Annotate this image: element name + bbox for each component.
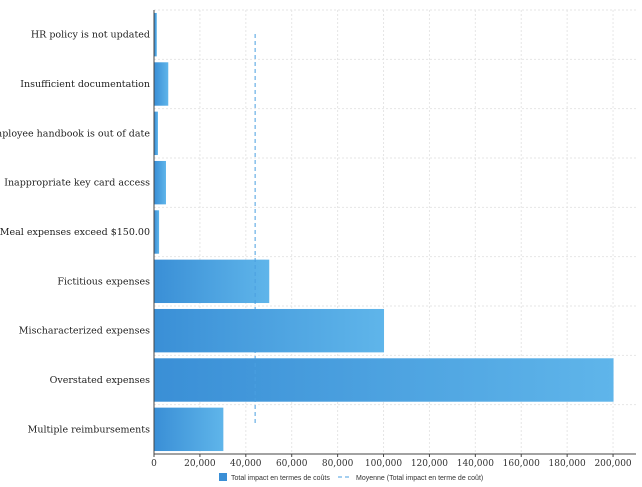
legend: Total impact en termes de coûts Moyenne … [219, 473, 483, 482]
legend-bar-swatch [219, 473, 227, 481]
bar [154, 12, 157, 57]
bar [154, 259, 270, 304]
x-tick-labels: 0 20,000 40,000 60,000 80,000 100,000 120,000 1… [151, 459, 632, 469]
category-label: Meal expenses exceed $150.00 [0, 227, 150, 238]
bar [154, 111, 158, 156]
category-label: Overstated expenses [50, 375, 151, 386]
x-tick-label: 200,000 [594, 459, 631, 469]
category-label: Inappropriate key card access [4, 178, 150, 189]
category-label: Insufficient documentation [20, 79, 150, 90]
x-tick-label: 0 [151, 459, 157, 469]
category-label: Fictitious expenses [57, 276, 150, 287]
category-label: HR policy is not updated [31, 30, 150, 41]
bar [154, 62, 169, 106]
x-tick-label: 80,000 [322, 459, 354, 469]
category-label: Multiple reimbursements [28, 424, 151, 435]
bar [154, 308, 385, 353]
category-label: Mischaracterized expenses [19, 326, 150, 337]
x-tick-label: 180,000 [549, 459, 586, 469]
axes [153, 10, 636, 457]
x-tick-label: 160,000 [503, 459, 540, 469]
x-tick-label: 20,000 [184, 459, 216, 469]
legend-bar-label: Total impact en termes de coûts [231, 475, 330, 482]
category-labels: HR policy is not updated Insufficient doc… [0, 30, 150, 436]
x-tick-label: 120,000 [411, 459, 448, 469]
x-tick-label: 140,000 [457, 459, 494, 469]
x-tick-label: 60,000 [276, 459, 308, 469]
x-tick-label: 100,000 [365, 459, 402, 469]
legend-line-label: Moyenne (Total impact en terme de coût) [356, 475, 483, 482]
bar [154, 358, 614, 402]
bar [154, 407, 224, 452]
bar [154, 160, 166, 205]
x-tick-label: 40,000 [230, 459, 262, 469]
grid [154, 9, 636, 455]
bar [154, 210, 160, 254]
category-label: Employee handbook is out of date [0, 128, 150, 139]
bars [154, 12, 614, 452]
